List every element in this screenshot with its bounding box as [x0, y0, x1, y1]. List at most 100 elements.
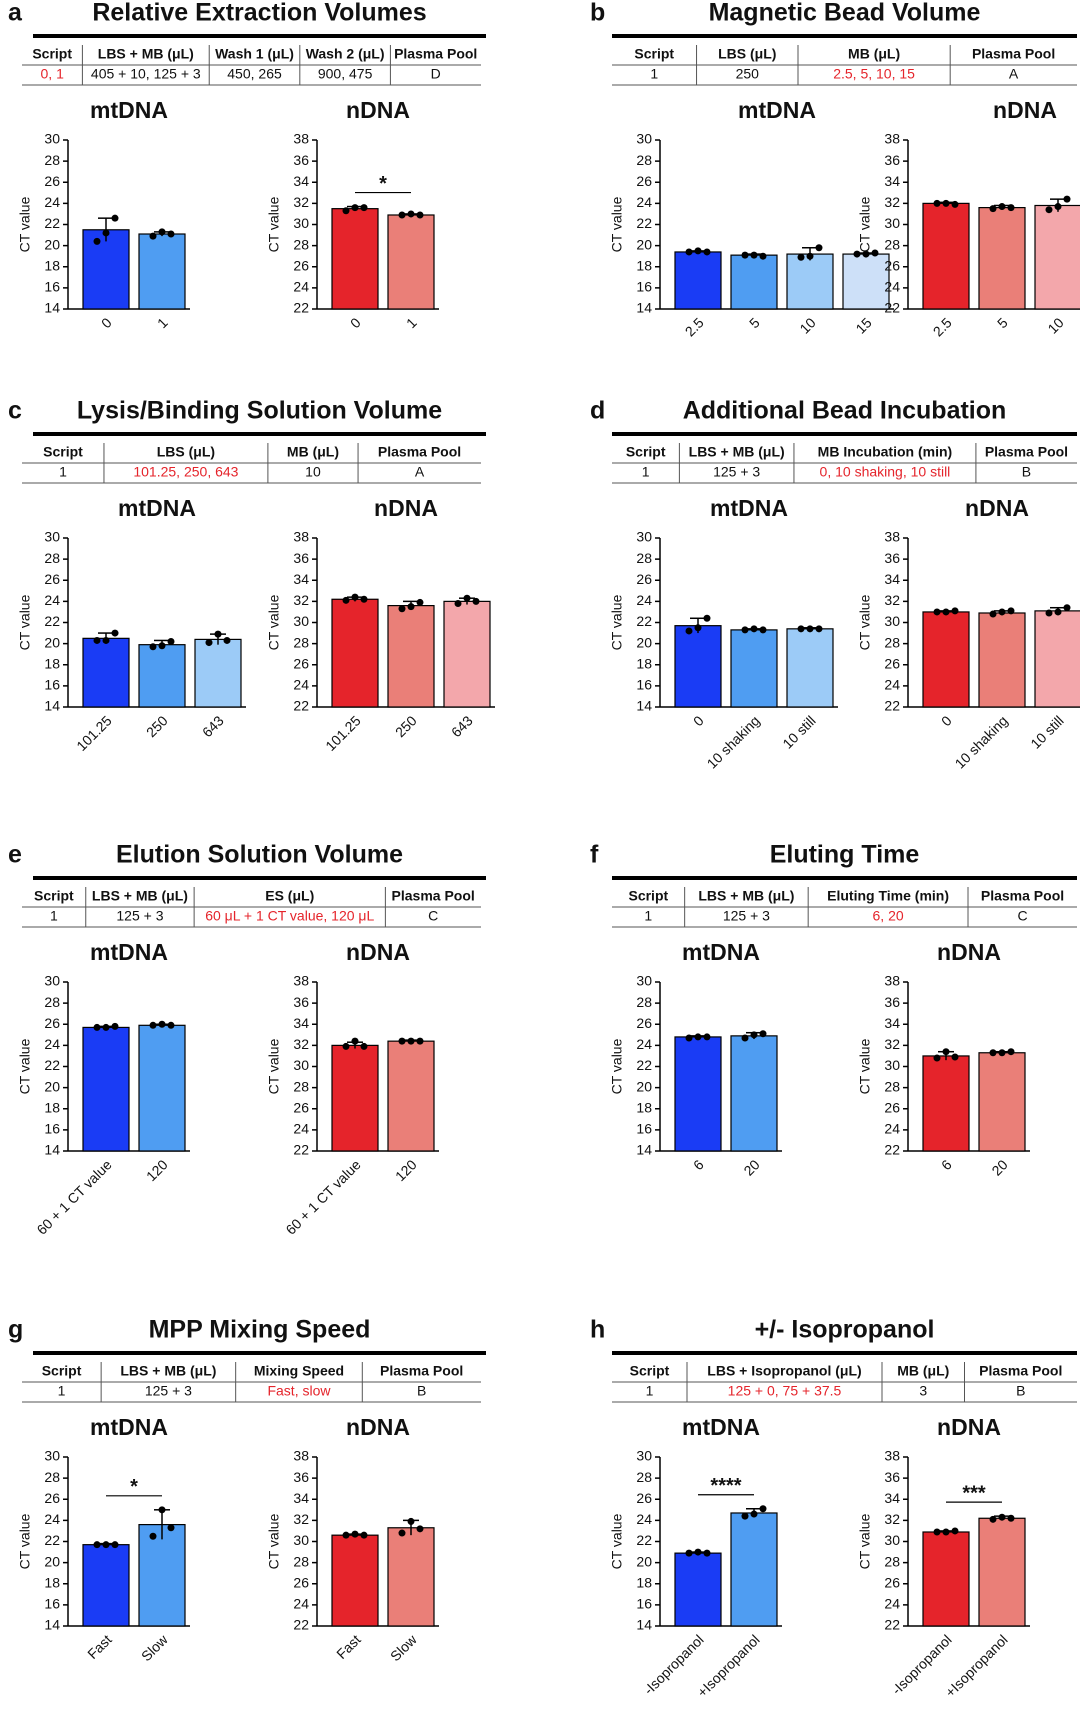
- x-tick-label: 101.25: [322, 712, 364, 754]
- x-tick-label: 5: [746, 314, 763, 331]
- x-tick-label: 120: [143, 1156, 171, 1184]
- data-point: [351, 204, 359, 212]
- table-header: Script: [32, 46, 72, 62]
- bar: [978, 207, 1026, 310]
- data-point: [1063, 195, 1071, 203]
- y-tick-label: 34: [293, 1015, 309, 1031]
- table-cell: 125 + 3: [116, 908, 163, 924]
- y-tick-label: 34: [884, 1490, 900, 1506]
- table-cell: Fast, slow: [267, 1383, 331, 1399]
- table-cell: 0, 10 shaking, 10 still: [820, 464, 951, 480]
- panel-title: MPP Mixing Speed: [149, 1316, 371, 1344]
- bar: [138, 644, 186, 708]
- data-point: [360, 204, 368, 212]
- data-point: [741, 1034, 749, 1042]
- data-point: [158, 1020, 166, 1028]
- data-point: [416, 598, 424, 606]
- y-tick-label: 22: [44, 613, 60, 629]
- panel: g MPP Mixing Speed Script 1 LBS + MB (μL) 125…: [8, 1316, 486, 1664]
- data-point: [1054, 608, 1062, 616]
- data-point: [342, 1042, 350, 1050]
- y-tick-label: 32: [293, 1511, 309, 1527]
- x-tick-label: 6: [938, 1156, 955, 1173]
- data-point: [351, 1530, 359, 1538]
- bar: [978, 612, 1026, 708]
- x-tick-label: 20: [988, 1156, 1010, 1178]
- y-tick-label: 30: [293, 613, 309, 629]
- data-point: [360, 1042, 368, 1050]
- y-tick-label: 32: [293, 1036, 309, 1052]
- table-cell: 1: [650, 66, 658, 82]
- y-tick-label: 28: [44, 152, 60, 168]
- data-point: [694, 1548, 702, 1556]
- data-point: [942, 199, 950, 207]
- y-tick-label: 28: [884, 236, 900, 252]
- panel-letter: h: [590, 1316, 605, 1344]
- data-point: [759, 626, 767, 634]
- data-point: [750, 1510, 758, 1518]
- y-tick-label: 22: [44, 1057, 60, 1073]
- y-tick-label: 18: [636, 1099, 652, 1115]
- chart-title: nDNA: [374, 495, 438, 521]
- bar: [730, 254, 778, 310]
- table-header: Script: [634, 46, 674, 62]
- table-header: Eluting Time (min): [827, 888, 949, 904]
- x-tick-label: 0: [98, 314, 115, 331]
- y-tick-label: 38: [884, 1448, 900, 1464]
- data-point: [167, 1524, 175, 1532]
- chart: nDNA CT value 22 24 26 28 30 32 34 36 38 010 shakin…: [857, 495, 1080, 772]
- data-point: [167, 638, 175, 646]
- table-header: Script: [626, 444, 666, 460]
- data-point: [351, 1037, 359, 1045]
- y-tick-label: 22: [636, 1532, 652, 1548]
- data-point: [989, 610, 997, 618]
- y-tick-label: 24: [884, 1121, 900, 1137]
- y-axis-label: CT value: [857, 1038, 873, 1094]
- table-header: ES (μL): [265, 888, 314, 904]
- y-tick-label: 14: [636, 1142, 652, 1158]
- y-tick-label: 38: [884, 973, 900, 989]
- y-tick-label: 22: [293, 698, 309, 714]
- panel-title: Additional Bead Incubation: [683, 397, 1007, 425]
- y-tick-label: 30: [884, 215, 900, 231]
- y-tick-label: 36: [884, 994, 900, 1010]
- chart: nDNA CT value 22 24 26 28 30 32 34 36 38 0 1 *: [266, 97, 439, 331]
- data-point: [149, 232, 157, 240]
- table-cell: 2.5, 5, 10, 15: [833, 66, 915, 82]
- y-tick-label: 20: [636, 1553, 652, 1569]
- y-axis-label: CT value: [609, 1513, 625, 1569]
- table-header: Mixing Speed: [254, 1363, 344, 1379]
- chart-title: nDNA: [965, 495, 1029, 521]
- data-point: [351, 593, 359, 601]
- data-point: [989, 1049, 997, 1057]
- chart-title: mtDNA: [738, 97, 816, 123]
- x-tick-label: 1: [403, 314, 420, 331]
- bar: [387, 214, 435, 310]
- y-axis-label: CT value: [609, 1038, 625, 1094]
- y-tick-label: 30: [44, 529, 60, 545]
- data-point: [111, 629, 119, 637]
- panel-title: Elution Solution Volume: [116, 841, 403, 869]
- y-tick-label: 28: [884, 634, 900, 650]
- data-point: [407, 1517, 415, 1525]
- data-point: [951, 607, 959, 615]
- table-cell: 125 + 3: [713, 464, 760, 480]
- data-point: [694, 1033, 702, 1041]
- y-tick-label: 14: [636, 300, 652, 316]
- bar: [674, 251, 722, 310]
- y-tick-label: 14: [636, 698, 652, 714]
- y-tick-label: 28: [293, 634, 309, 650]
- data-point: [472, 597, 480, 605]
- chart-title: mtDNA: [682, 1414, 760, 1440]
- chart-title: mtDNA: [90, 97, 168, 123]
- data-point: [806, 252, 814, 260]
- table-cell: C: [1017, 908, 1027, 924]
- data-point: [685, 248, 693, 256]
- y-tick-label: 30: [884, 1057, 900, 1073]
- table-header: Script: [630, 1363, 670, 1379]
- y-tick-label: 30: [636, 1448, 652, 1464]
- panel-title: Magnetic Bead Volume: [709, 0, 981, 27]
- table-cell: 60 μL + 1 CT value, 120 μL: [205, 908, 374, 924]
- y-tick-label: 22: [636, 1057, 652, 1073]
